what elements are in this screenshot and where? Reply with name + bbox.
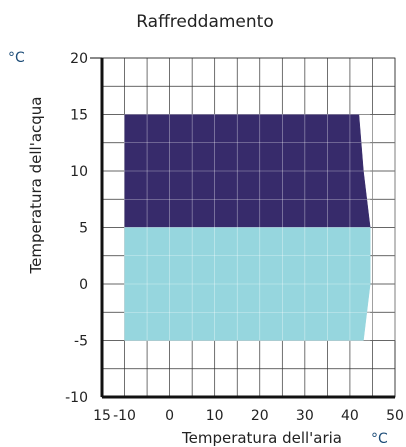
x-axis-label: Temperatura dell'aria [181, 429, 342, 447]
y-unit: °C [8, 50, 25, 66]
x-tick-label: 30 [296, 408, 314, 424]
y-tick-label: 5 [79, 221, 88, 237]
y-tick-label: -10 [65, 390, 88, 406]
x-tick-label: 40 [341, 408, 359, 424]
y-tick-label: 20 [70, 51, 88, 67]
x-tick-label: 0 [165, 408, 174, 424]
x-tick-label: 10 [206, 408, 224, 424]
x-tick-label: 20 [251, 408, 269, 424]
y-tick-label: 0 [79, 277, 88, 293]
y-tick-label: -5 [74, 334, 88, 350]
x-tick-label: -10 [113, 408, 136, 424]
y-tick-label: 15 [70, 108, 88, 124]
data-areas [101, 114, 396, 341]
y-axis-label: Temperatura dell'acqua [27, 97, 45, 275]
x-tick-label: 15 [93, 408, 111, 424]
x-tick-label: 50 [386, 408, 404, 424]
x-unit: °C [371, 431, 388, 447]
chart-title: Raffreddamento [136, 12, 274, 32]
y-tick-label: 10 [70, 164, 88, 180]
axes [90, 57, 395, 399]
